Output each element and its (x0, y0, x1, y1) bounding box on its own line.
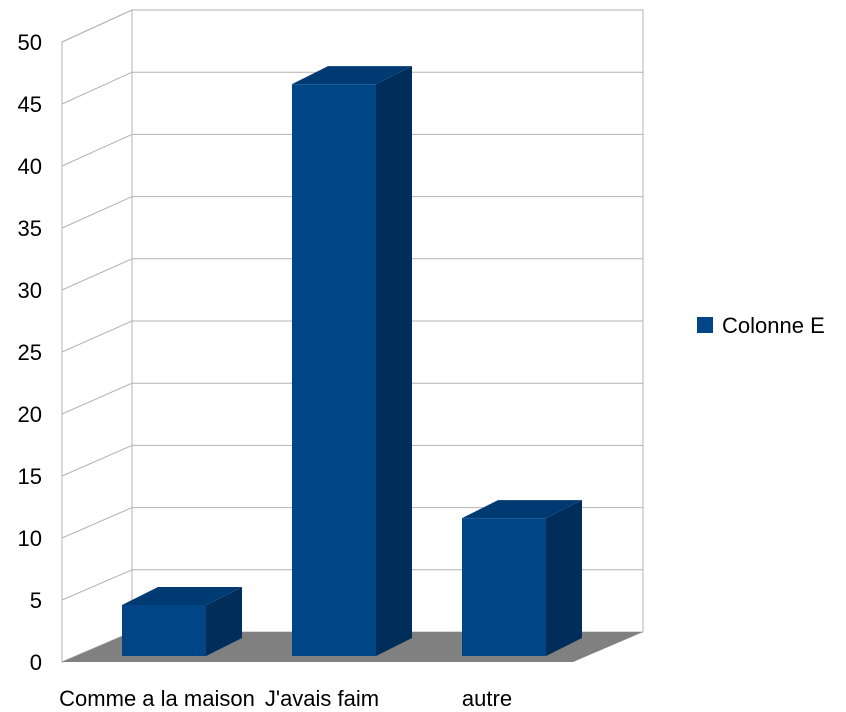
x-axis-labels: Comme a la maison J'avais faim autre (59, 686, 512, 711)
gridline-side (61, 71, 133, 105)
gridline-side (61, 196, 133, 229)
x-category-label: Comme a la maison (59, 686, 255, 711)
y-axis-ticks: 0 5 10 15 20 25 30 35 40 45 50 (18, 30, 42, 675)
bar-side-face (546, 500, 582, 656)
gridline-side (61, 382, 133, 415)
bar-side-face (376, 66, 412, 656)
y-tick-label: 0 (30, 650, 42, 675)
x-category-label: autre (462, 686, 512, 711)
bar-top-face (292, 66, 412, 85)
bar-front-face (292, 84, 376, 656)
y-tick-label: 25 (18, 340, 42, 365)
legend-swatch (697, 317, 713, 333)
y-tick-label: 30 (18, 278, 42, 303)
gridline-side (61, 9, 133, 43)
x-category-label: J'avais faim (265, 686, 379, 711)
gridline-side (61, 444, 133, 477)
y-tick-label: 50 (18, 30, 42, 55)
bar-side-face (206, 586, 242, 656)
gridline-side (61, 258, 133, 291)
y-tick-label: 40 (18, 154, 42, 179)
y-tick-label: 10 (18, 526, 42, 551)
bar (122, 586, 242, 656)
gridline-side (61, 507, 133, 539)
gridline-side (61, 569, 133, 601)
gridline-side (61, 320, 133, 353)
bar (462, 500, 582, 656)
legend: Colonne E (697, 313, 825, 338)
bar-top-face (122, 586, 242, 605)
bar-top-face (462, 500, 582, 519)
gridline-side (61, 133, 133, 167)
y-tick-label: 35 (18, 216, 42, 241)
bar (292, 66, 412, 656)
bar-group (122, 66, 582, 656)
y-tick-label: 5 (30, 588, 42, 613)
y-tick-label: 45 (18, 92, 42, 117)
bar-front-face (462, 518, 546, 656)
y-tick-label: 15 (18, 464, 42, 489)
legend-label: Colonne E (722, 313, 825, 338)
y-tick-label: 20 (18, 402, 42, 427)
bar-front-face (122, 604, 206, 656)
